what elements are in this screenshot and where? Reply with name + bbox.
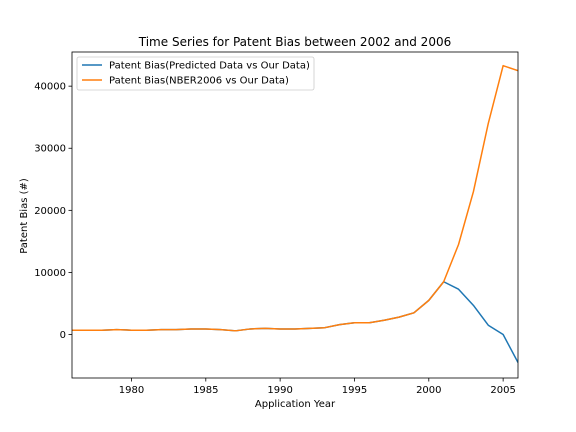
x-axis-label: Application Year bbox=[255, 399, 336, 410]
y-tick-label-0: 0 bbox=[60, 330, 66, 341]
legend-label-1: Patent Bias(Predicted Data vs Our Data) bbox=[109, 61, 310, 72]
x-tick-label-1985: 1985 bbox=[193, 385, 218, 396]
x-tick-label-1990: 1990 bbox=[267, 385, 292, 396]
y-tick-label-20000: 20000 bbox=[34, 206, 66, 217]
y-axis-label: Patent Bias (#) bbox=[19, 178, 30, 254]
x-tick-label-1980: 1980 bbox=[119, 385, 144, 396]
legend: Patent Bias(Predicted Data vs Our Data) P… bbox=[77, 57, 314, 90]
x-tick-label-2000: 2000 bbox=[416, 385, 441, 396]
x-tick-label-2005: 2005 bbox=[490, 385, 515, 396]
x-tick-label-1995: 1995 bbox=[342, 385, 367, 396]
legend-label-2: Patent Bias(NBER2006 vs Our Data) bbox=[109, 76, 289, 87]
chart-title: Time Series for Patent Bias between 2002… bbox=[138, 35, 451, 49]
y-tick-label-30000: 30000 bbox=[34, 144, 66, 155]
y-tick-label-10000: 10000 bbox=[34, 268, 66, 279]
y-tick-label-40000: 40000 bbox=[34, 82, 66, 93]
